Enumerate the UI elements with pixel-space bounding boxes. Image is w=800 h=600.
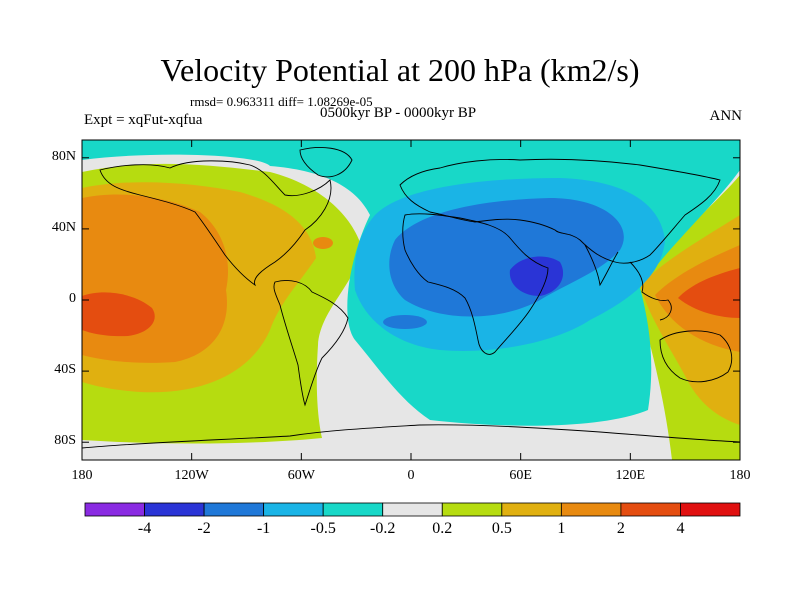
experiment-label: Expt = xqFut-xqfua xyxy=(84,112,203,128)
stats-line: rmsd= 0.963311 diff= 1.08269e-05 xyxy=(190,94,373,109)
axis-ticks xyxy=(81,140,741,460)
lat-tick-label: 80N xyxy=(51,148,76,164)
colorbar-tick-label: -0.5 xyxy=(310,520,336,537)
colorbar-tick-label: 0.5 xyxy=(491,520,512,537)
period-label: 0500kyr BP - 0000kyr BP xyxy=(320,105,477,121)
colorbar-swatch xyxy=(680,502,741,517)
greenland-coastline xyxy=(299,147,353,178)
west-pacific-positive-2-region xyxy=(678,268,740,318)
north-america-coastline xyxy=(99,160,332,287)
lon-tick-label: 120E xyxy=(615,468,646,483)
southeast-asia-coastline xyxy=(629,261,672,321)
colorbar-swatch xyxy=(620,502,681,517)
pacific-positive-2-region xyxy=(82,292,155,337)
colorbar-swatch xyxy=(441,502,503,517)
indian-ocean-negative-2-region xyxy=(509,256,564,296)
colorbar-tick-label: 4 xyxy=(676,520,685,537)
colorbar-tick-label: 1 xyxy=(557,520,566,537)
colorbar-tick-label: -4 xyxy=(137,520,152,537)
europe-asia-coastline xyxy=(399,158,721,264)
lon-tick-label: 120W xyxy=(174,468,209,483)
pacific-positive-1-region xyxy=(82,194,229,363)
lon-tick-label: 180 xyxy=(729,468,751,483)
colorbar-tick-label: 0.2 xyxy=(432,520,453,537)
contour-fill-layer xyxy=(82,140,740,460)
caribbean-positive-1-patch xyxy=(313,237,333,249)
india-coastline xyxy=(584,244,619,287)
colorbar-swatch xyxy=(84,502,145,517)
lat-tick-label: 40N xyxy=(51,219,76,235)
lon-tick-label: 180 xyxy=(71,468,93,483)
indian-ocean-negative-1-region xyxy=(389,198,624,317)
colorbar-tick-label: -0.2 xyxy=(370,520,396,537)
colorbar-tick-label: -2 xyxy=(197,520,211,537)
colorbar-tick-label: -1 xyxy=(256,520,271,537)
australia-coastline xyxy=(659,330,733,383)
lon-tick-label: 0 xyxy=(407,468,415,483)
south-america-coastline xyxy=(273,280,349,407)
lon-tick-label: 60W xyxy=(287,468,315,483)
lon-tick-label: 60E xyxy=(509,468,532,483)
colorbar-swatch xyxy=(501,502,562,517)
colorbar-tick-label: 2 xyxy=(616,520,625,537)
colorbar-swatch xyxy=(203,502,265,517)
colorbar xyxy=(84,502,741,517)
chart-title: Velocity Potential at 200 hPa (km2/s) xyxy=(160,52,640,88)
colorbar-swatch xyxy=(560,502,622,517)
antarctica-coastline xyxy=(82,424,740,449)
coastline-layer xyxy=(82,147,740,449)
lat-tick-label: 80S xyxy=(54,433,76,449)
season-label: ANN xyxy=(709,108,743,124)
lat-tick-label: 0 xyxy=(69,291,76,306)
atlantic-negative-1-patch xyxy=(383,315,427,329)
africa-coastline xyxy=(402,213,549,355)
colorbar-swatch xyxy=(322,502,384,517)
colorbar-swatch xyxy=(263,502,324,517)
colorbar-swatch xyxy=(382,502,443,517)
colorbar-swatch xyxy=(144,502,205,517)
lat-tick-label: 40S xyxy=(54,362,76,378)
